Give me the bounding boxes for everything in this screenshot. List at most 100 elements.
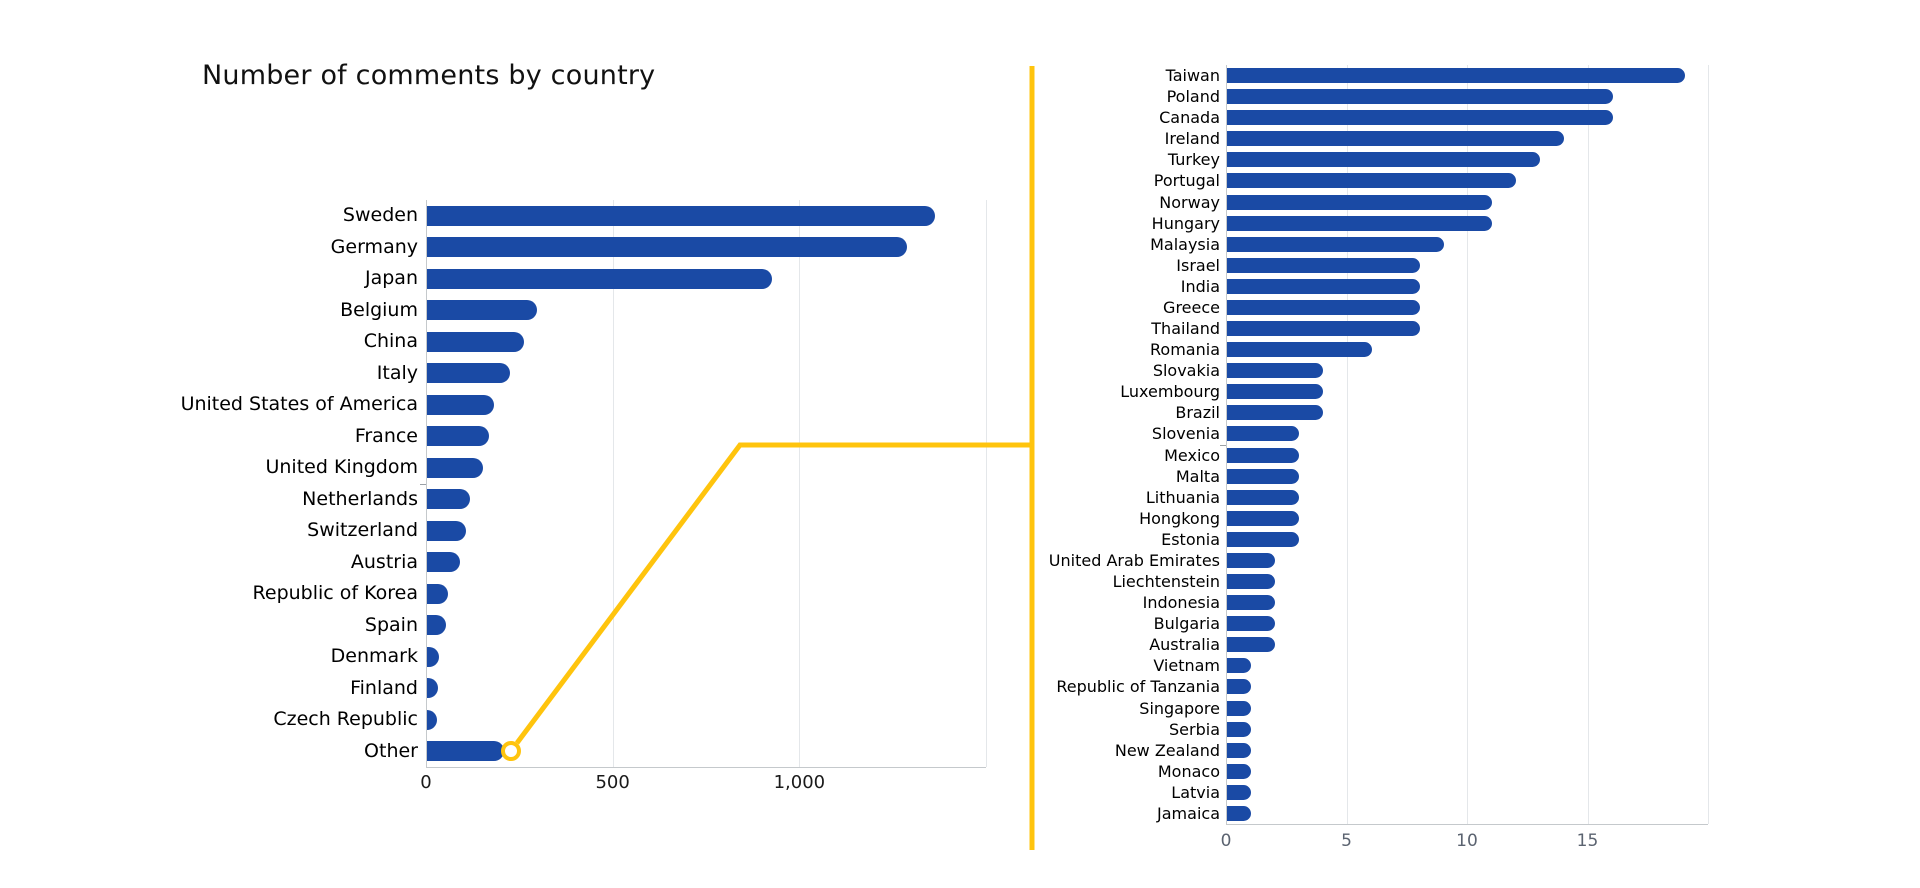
bar	[1227, 426, 1300, 442]
category-label: Bulgaria	[1153, 614, 1220, 634]
chart-title: Number of comments by country	[202, 60, 656, 91]
bar	[427, 615, 447, 636]
x-tick-label: 0	[420, 772, 432, 793]
category-label: Jamaica	[1157, 803, 1220, 823]
bar	[1227, 510, 1300, 526]
bar	[1227, 405, 1324, 421]
x-tick-label: 10	[1456, 831, 1478, 851]
bar	[1227, 215, 1493, 231]
bar	[427, 205, 935, 226]
bar	[427, 489, 470, 510]
bar	[427, 268, 773, 289]
bar	[427, 394, 495, 415]
bar	[427, 363, 510, 384]
bar	[1227, 278, 1420, 294]
bar	[427, 331, 525, 352]
category-label: Portugal	[1153, 171, 1220, 191]
value-axis-line	[1226, 824, 1708, 825]
category-label: Greece	[1163, 297, 1220, 317]
bar	[1227, 595, 1276, 611]
bar	[1227, 363, 1324, 379]
bar	[427, 709, 438, 730]
category-label: Turkey	[1167, 150, 1220, 170]
bar	[1227, 299, 1420, 315]
category-label: Norway	[1159, 192, 1220, 212]
category-label: Romania	[1150, 340, 1220, 360]
bar	[1227, 721, 1252, 737]
bar	[427, 583, 448, 604]
x-gridline	[1346, 65, 1348, 824]
category-axis-tick	[420, 483, 426, 485]
bar	[427, 237, 907, 258]
category-label: Poland	[1166, 87, 1220, 107]
bar	[1227, 574, 1276, 590]
x-tick-label: 15	[1576, 831, 1599, 851]
category-label: Brazil	[1175, 403, 1220, 423]
category-label: Hongkong	[1139, 508, 1220, 528]
bar	[1227, 236, 1444, 252]
bar	[1227, 384, 1324, 400]
category-label: Luxembourg	[1120, 382, 1220, 402]
bar	[1227, 342, 1372, 358]
x-gridline	[1587, 65, 1589, 824]
bar	[427, 741, 505, 762]
category-label: Finland	[350, 676, 418, 699]
category-label: Slovenia	[1151, 424, 1220, 444]
bar	[1227, 321, 1420, 337]
bar	[1227, 447, 1300, 463]
category-label: Taiwan	[1165, 66, 1220, 85]
category-label: India	[1180, 276, 1220, 296]
bar	[1227, 110, 1613, 126]
bar	[1227, 616, 1276, 632]
category-label: Vietnam	[1153, 656, 1220, 676]
bar	[1227, 742, 1252, 758]
category-label: Ireland	[1164, 129, 1220, 149]
category-label: Monaco	[1157, 761, 1220, 781]
category-label: Hungary	[1151, 213, 1220, 233]
category-label: Serbia	[1169, 719, 1220, 739]
bar	[1227, 194, 1493, 210]
category-label: France	[354, 424, 418, 447]
category-label: Slovakia	[1152, 361, 1220, 381]
category-label: Mexico	[1164, 445, 1220, 465]
bar	[1227, 679, 1252, 695]
bar	[1227, 68, 1685, 84]
category-label: Czech Republic	[273, 708, 418, 730]
bar	[1227, 658, 1252, 674]
category-label: Israel	[1176, 255, 1220, 275]
category-label: Estonia	[1161, 529, 1220, 549]
category-label: Malta	[1175, 466, 1220, 486]
value-axis-line	[426, 767, 986, 768]
bar	[1227, 763, 1252, 779]
x-tick-label: 0	[1220, 831, 1232, 851]
bar	[427, 457, 483, 478]
bar	[427, 678, 439, 699]
x-tick-label: 1,000	[773, 772, 826, 793]
category-axis-line	[426, 200, 427, 767]
bar	[1227, 173, 1517, 189]
bar	[427, 300, 538, 321]
bar	[1227, 531, 1300, 547]
category-label: Sweden	[342, 204, 418, 226]
bar	[1227, 805, 1252, 821]
category-label: Belgium	[340, 298, 418, 321]
bar	[1227, 637, 1276, 653]
category-label: Singapore	[1139, 698, 1220, 718]
category-label: United Arab Emirates	[1048, 550, 1220, 570]
category-label: Liechtenstein	[1112, 572, 1220, 591]
category-label: Malaysia	[1150, 234, 1220, 254]
x-gridline	[1467, 65, 1468, 824]
category-label: Switzerland	[307, 519, 418, 541]
category-axis-tick	[1220, 444, 1226, 446]
category-label: Latvia	[1171, 782, 1220, 802]
bar	[1227, 131, 1565, 147]
category-label: Spain	[364, 613, 418, 636]
bar	[427, 552, 460, 573]
bar	[1227, 152, 1541, 168]
category-label: Indonesia	[1142, 593, 1220, 613]
x-tick-label: 500	[595, 772, 630, 793]
category-label: Lithuania	[1145, 487, 1220, 507]
category-label: Netherlands	[302, 487, 418, 510]
